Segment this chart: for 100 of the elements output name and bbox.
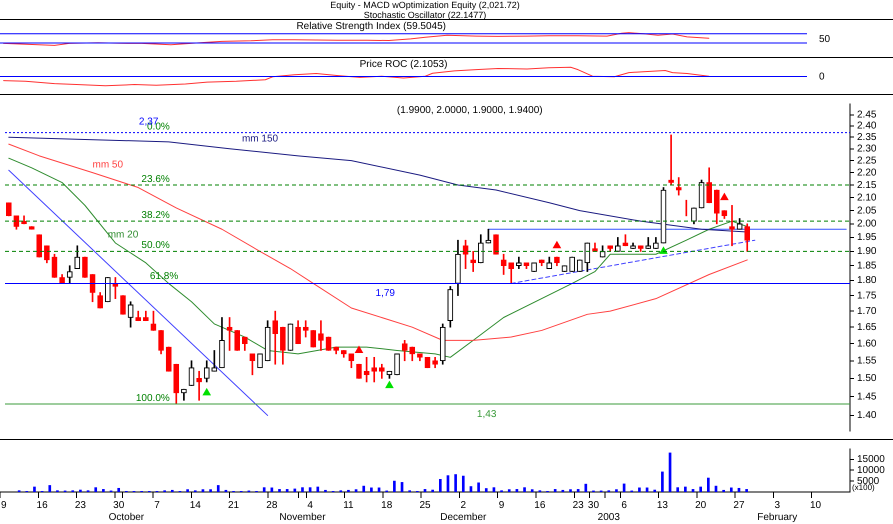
x-tick-label: 2 December: [440, 500, 488, 523]
bar: [446, 475, 450, 492]
y-axis-title: (x100): [852, 483, 876, 492]
x-tick-label: 30: [588, 500, 600, 511]
bar: [48, 485, 52, 492]
bar: [33, 486, 36, 492]
bar: [569, 489, 572, 492]
x-tick-label: 30: [113, 500, 125, 511]
bar: [615, 489, 618, 492]
bar: [216, 485, 220, 492]
bar: [94, 487, 98, 492]
bar: [668, 452, 672, 492]
x-tick-label: 6: [621, 500, 628, 511]
candlestick: [226, 317, 232, 351]
y-tick-label: 2.15: [857, 180, 877, 191]
bar: [301, 487, 304, 492]
bar: [286, 489, 288, 492]
y-tick-label: 1.55: [857, 356, 877, 367]
annotation: 1,79: [376, 288, 396, 300]
x-tick-label: 11: [343, 500, 354, 511]
bar: [462, 476, 465, 492]
annotation: 38.2%: [141, 210, 170, 221]
x-tick-label: 18: [381, 500, 393, 511]
point: [354, 345, 364, 353]
bar: [576, 489, 580, 492]
bar: [492, 487, 496, 492]
series-label: mm 20: [108, 230, 139, 241]
text: 50: [819, 34, 831, 45]
bar: [393, 480, 396, 492]
y-tick-label: 2.40: [857, 120, 877, 132]
x-tick-label: 25: [419, 500, 431, 511]
x-tick-label: 3 February: [757, 500, 798, 523]
x-tick-label: 20: [695, 500, 707, 511]
x-tick-label: 16: [36, 500, 48, 511]
annotation: 50.0%: [141, 240, 170, 252]
point: [720, 192, 729, 200]
bar: [470, 486, 472, 492]
x-tick-label: 13: [656, 500, 668, 511]
bar: [554, 489, 557, 492]
bar: [730, 488, 733, 492]
y-tick-label: 1.85: [857, 260, 877, 272]
bar: [646, 488, 648, 492]
y-tick-label: 1.70: [857, 306, 877, 317]
point: [385, 380, 394, 388]
x-tick-label: 23: [74, 500, 86, 511]
text: Equity - MACD wOptimization Equity (2,021.72): [329, 0, 521, 10]
x-tick-label: 16: [534, 500, 546, 511]
text: 0: [819, 71, 825, 82]
bar: [707, 478, 710, 492]
bar: [622, 484, 626, 492]
bar: [638, 488, 641, 492]
bar: [308, 487, 312, 492]
bar: [262, 487, 266, 492]
annotation: 23.6%: [141, 174, 170, 185]
bar: [370, 488, 373, 492]
point: [552, 240, 562, 248]
y-tick-label: 10000: [857, 464, 886, 476]
y-tick-label: 15000: [857, 454, 886, 466]
y-tick-label: 1.40: [857, 410, 877, 422]
bar: [684, 486, 687, 492]
x-tick-label: 23: [572, 500, 584, 511]
y-tick-label: 1.65: [857, 322, 877, 333]
x-tick-label: 2003: [598, 512, 620, 523]
bar: [202, 489, 204, 492]
bar: [676, 487, 680, 492]
bar: [316, 486, 320, 492]
bar: [699, 486, 702, 492]
x-tick-label: October: [108, 512, 145, 523]
y-tick-label: 1.50: [857, 373, 877, 384]
annotation: 100.0%: [136, 392, 170, 404]
y-tick-label: 2.35: [857, 132, 877, 143]
y-tick-label: 2.05: [857, 205, 877, 216]
y-tick-label: 2.45: [857, 110, 877, 121]
series-label: mm 150: [242, 134, 279, 145]
y-tick-label: 1.90: [857, 246, 877, 258]
bar: [745, 489, 748, 492]
bar: [738, 488, 740, 492]
x-tick-label: 10: [810, 500, 822, 511]
y-tick-label: 1.60: [857, 338, 877, 350]
bar: [692, 489, 694, 492]
point: [202, 388, 212, 396]
x-tick-label: November: [279, 512, 326, 523]
bar: [117, 488, 120, 492]
y-tick-label: 2.10: [857, 192, 877, 204]
x-tick-label: 7: [154, 500, 160, 511]
x-tick-label: 28: [266, 500, 278, 511]
bar: [584, 484, 588, 492]
bar: [438, 479, 442, 492]
bar: [424, 489, 426, 492]
x-tick-label: 9: [498, 500, 505, 511]
x-tick-label: 4: [307, 500, 314, 511]
bar: [102, 489, 105, 492]
bar: [714, 486, 718, 492]
x-tick-label: 21: [228, 500, 240, 511]
y-tick-label: 2.25: [857, 155, 877, 166]
annotation: 1,43: [476, 408, 497, 420]
y-tick-label: 2.20: [857, 167, 877, 178]
bar: [378, 488, 380, 492]
chart-title: Price ROC (2.1053): [360, 58, 448, 70]
chart-title: Relative Strength Index (59.5045): [296, 20, 446, 32]
